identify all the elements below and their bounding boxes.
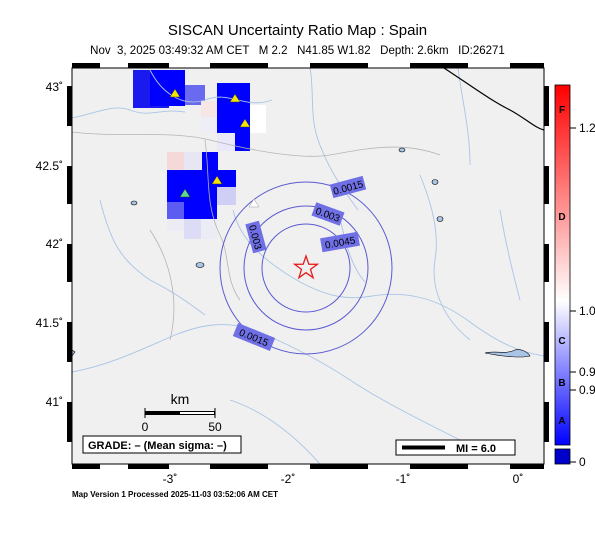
mi-legend: MI = 6.0 — [395, 439, 516, 456]
station-triangle-icon — [248, 198, 260, 208]
scale-bar: km 0 50 — [142, 391, 222, 434]
grid-cell — [201, 187, 217, 219]
station-triangle-icon — [239, 118, 251, 128]
map-area — [72, 68, 544, 464]
grid-cell — [250, 105, 266, 133]
mi-legend-text: MI = 6.0 — [456, 443, 496, 455]
grid-cell — [184, 202, 201, 219]
uncertainty-contours — [219, 181, 393, 355]
lat-tick-label: 41˚ — [46, 395, 63, 409]
latitude-labels: 43˚ 42.5˚ 42˚ 41.5˚ 41˚ — [36, 80, 63, 409]
lon-tick-label: -2˚ — [281, 472, 296, 486]
contour-ring — [243, 205, 369, 331]
lakes — [72, 147, 531, 358]
grade-box: GRADE: – (Mean sigma: –) — [82, 435, 242, 454]
grade-letter: B — [558, 378, 565, 389]
colorbar-letters: F D C B A — [558, 105, 565, 427]
contour-label: 0.0045 — [324, 235, 356, 251]
grid-cell — [202, 152, 218, 170]
lat-tick-label: 43˚ — [46, 80, 63, 94]
grade-letter: F — [559, 105, 565, 116]
colorbar-tick-label: 1.2 — [579, 121, 595, 135]
grid-cell — [184, 219, 201, 239]
grid-cell — [184, 152, 202, 170]
coastline — [443, 68, 544, 131]
colorbar-tick-label: 1.0 — [579, 304, 595, 318]
grid-cell — [167, 219, 184, 231]
colorbar-tick-label: 0.9 — [579, 365, 595, 379]
frame-ticks — [67, 63, 549, 469]
grid-cell — [217, 187, 236, 205]
grid-cell — [185, 85, 205, 105]
scale-bar-end: 50 — [208, 420, 222, 434]
grid-cell — [167, 152, 184, 170]
station-triangle-icon — [229, 93, 241, 103]
station-triangle-icon — [169, 88, 181, 98]
event-info: Nov 3, 2025 03:49:32 AM CET M 2.2 N41.85… — [90, 45, 505, 57]
grid-cell — [150, 70, 185, 106]
ratio-grid — [133, 70, 266, 239]
grade-text: GRADE: – (Mean sigma: –) — [88, 440, 227, 452]
grid-cell — [217, 133, 235, 151]
grade-letter: A — [558, 416, 565, 427]
contour-ring — [219, 181, 393, 355]
lat-tick-label: 41.5˚ — [36, 316, 63, 330]
admin-borders — [72, 131, 441, 341]
contour-ring — [261, 223, 351, 313]
processing-footer: Map Version 1 Processed 2025-11-03 03:52… — [72, 490, 279, 499]
colorbar-floor — [554, 448, 571, 465]
colorbar-tick-label: 0.9 — [579, 383, 595, 397]
lon-tick-label: -1˚ — [396, 472, 411, 486]
colorbar-tick-label: 0 — [579, 455, 586, 469]
stations — [169, 88, 260, 208]
lon-tick-label: -3˚ — [163, 472, 178, 486]
grid-cell — [167, 202, 184, 219]
lat-tick-label: 42.5˚ — [36, 159, 63, 173]
station-triangle-icon — [179, 188, 191, 198]
grid-cell — [201, 101, 217, 117]
grid-cell — [201, 117, 217, 133]
map-title: SISCAN Uncertainty Ratio Map : Spain — [167, 22, 428, 39]
longitude-labels: -3˚ -2˚ -1˚ 0˚ — [163, 472, 524, 486]
colorbar-gradient — [554, 84, 571, 446]
lat-tick-label: 42˚ — [46, 237, 63, 251]
epicenter-star-icon — [292, 253, 320, 280]
colorbar-tick-labels: 1.2 1.0 0.9 0.9 0 — [579, 121, 595, 469]
scale-bar-start: 0 — [142, 420, 149, 434]
colorbar: F D C B A 1.2 1.0 0.9 0.9 0 — [554, 84, 595, 469]
grid-cell — [201, 219, 217, 239]
colorbar-ticks — [570, 127, 576, 463]
scale-bar-title: km — [171, 391, 190, 407]
grade-letter: D — [558, 212, 565, 223]
grade-letter: C — [558, 336, 565, 347]
station-triangle-icon — [211, 175, 223, 185]
lon-tick-label: 0˚ — [513, 472, 524, 486]
